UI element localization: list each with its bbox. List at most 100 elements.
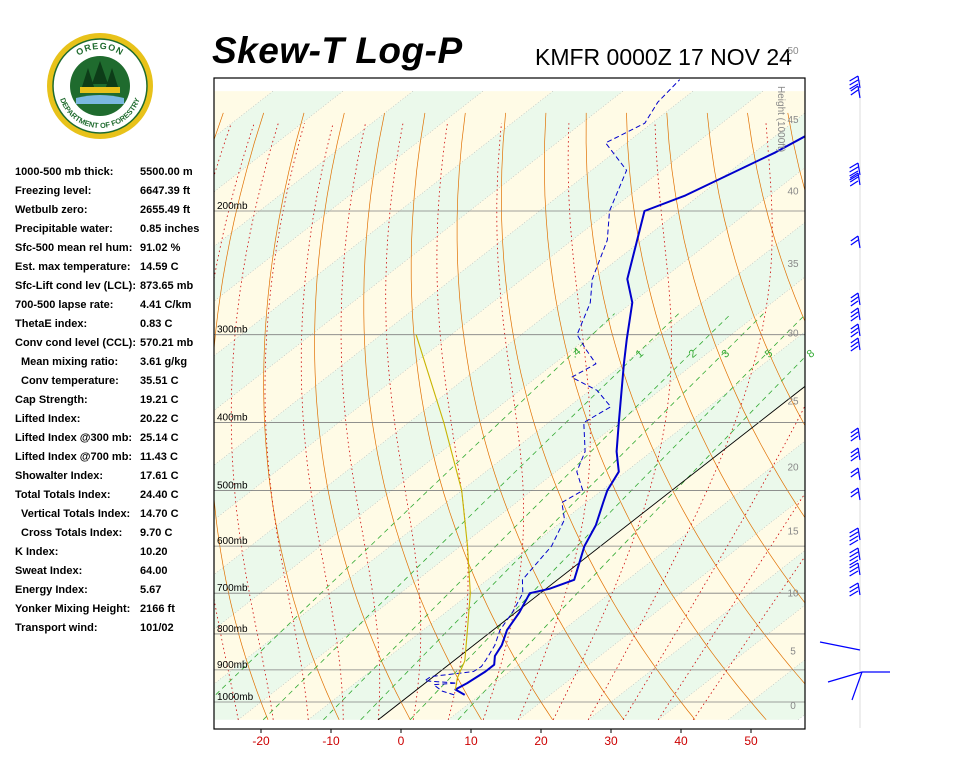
index-value: 11.43 C (140, 451, 178, 463)
index-label: 700-500 lapse rate: (15, 299, 114, 311)
wind-barb-flag (850, 323, 859, 330)
temp-band (238, 277, 805, 720)
wind-barb-flag (849, 162, 859, 169)
wind-barb-flag (849, 566, 859, 573)
moist-adiabat (622, 404, 805, 721)
chart-title: Skew-T Log-P (212, 30, 463, 71)
dry-adiabat (909, 113, 960, 720)
pressure-label: 500mb (217, 481, 248, 492)
station-time-label: KMFR 0000Z 17 NOV 24 (535, 44, 792, 70)
moist-adiabat (587, 123, 773, 721)
index-label: Yonker Mixing Height: (15, 603, 131, 615)
height-tick-label: 50 (787, 46, 799, 57)
wind-barb-flag (850, 235, 859, 242)
wind-barb-flag (849, 174, 859, 181)
wind-barb-shaft (857, 235, 861, 249)
temperature-bands (214, 91, 805, 720)
index-value: 101/02 (140, 622, 174, 634)
pressure-label: 800mb (217, 624, 248, 635)
wind-barb-shaft (857, 337, 861, 351)
wind-barb-shaft (857, 292, 861, 306)
dry-adiabat (456, 112, 625, 721)
wind-barb-flag (849, 172, 859, 179)
temp-band (214, 112, 805, 630)
dry-adiabat (38, 113, 142, 720)
index-value: 19.21 C (140, 394, 179, 406)
index-value: 14.59 C (140, 261, 179, 273)
index-value: 14.70 C (140, 508, 179, 520)
wind-barb-shaft (857, 323, 861, 337)
wind-barb-flag (850, 292, 859, 299)
x-tick-label: 40 (674, 734, 688, 748)
wind-barb-flag (850, 427, 859, 434)
wind-barb-flag (850, 447, 859, 454)
plot-frame (213, 77, 806, 730)
temp-band (214, 91, 805, 575)
dry-adiabat (363, 112, 482, 720)
index-label: 1000-500 mb thick: (15, 166, 114, 178)
wind-barb-shaft (857, 582, 861, 596)
moist-adiabat (657, 492, 805, 721)
wind-barb-flag (849, 79, 859, 86)
index-value: 6647.39 ft (140, 185, 191, 197)
index-value: 64.00 (140, 565, 168, 577)
isotherm-line (214, 167, 805, 630)
mixing-ratio-line (323, 313, 732, 721)
wind-barb-flag (850, 451, 859, 458)
index-label: Transport wind: (15, 622, 98, 634)
wind-barb-flag (849, 531, 859, 538)
wind-barb-flag (850, 296, 859, 303)
isotherm-line (308, 331, 805, 720)
wind-barb-flag (850, 341, 859, 348)
isotherm-line (214, 90, 764, 521)
x-tick-label: 20 (534, 734, 548, 748)
wind-barb-shaft (819, 641, 861, 651)
isotherm-line (214, 221, 805, 685)
index-value: 24.40 C (140, 489, 179, 501)
wind-barb-flag (850, 311, 859, 318)
pressure-label: 300mb (217, 325, 248, 336)
temp-band (214, 91, 343, 192)
pressure-label: 900mb (217, 660, 248, 671)
index-label: Lifted Index: (15, 413, 81, 425)
index-label: Precipitable water: (15, 223, 113, 235)
index-label: Wetbulb zero: (15, 204, 88, 216)
wind-barb-flag (850, 471, 859, 478)
x-tick-label: 0 (398, 734, 405, 748)
wind-barb-shaft (857, 547, 861, 561)
index-value: 91.02 % (140, 242, 181, 254)
moist-adiabat (340, 123, 381, 720)
wind-barb-flag (849, 582, 859, 589)
dry-adiabat (544, 112, 767, 721)
index-value: 9.70 C (140, 527, 173, 539)
pressure-label: 200mb (217, 201, 248, 212)
wind-barb-flag (850, 315, 859, 322)
x-tick-label: 10 (464, 734, 478, 748)
dry-adiabat (666, 112, 805, 519)
wind-barb-flag (849, 170, 859, 177)
wind-barb-shaft (827, 671, 863, 683)
index-label: Conv cond level (CCL): (15, 337, 137, 349)
height-tick-label: 25 (787, 396, 799, 407)
wind-barb-shaft (857, 85, 861, 99)
index-label: Cross Totals Index: (21, 527, 123, 539)
wind-barb-flag (850, 487, 859, 494)
temp-band (588, 550, 805, 720)
wind-barb-flag (849, 559, 859, 566)
index-label: Total Totals Index: (15, 489, 111, 501)
wind-barb-flag (850, 345, 859, 352)
index-label: Conv temperature: (21, 375, 119, 387)
dry-adiabat (214, 112, 269, 720)
index-value: 5500.00 m (140, 166, 193, 178)
index-label: Mean mixing ratio: (21, 356, 119, 368)
moist-adiabat (517, 123, 591, 720)
wind-barb-flag (850, 455, 859, 462)
index-label: Freezing level: (15, 185, 92, 197)
wind-barb-flag (849, 547, 859, 554)
wind-barb-shaft (857, 172, 861, 186)
moist-adiabat (138, 123, 210, 720)
wind-barb-flag (849, 562, 859, 569)
wind-barb-flag (849, 539, 859, 546)
isotherm-line (0, 91, 63, 720)
wind-barb-flag (849, 535, 859, 542)
